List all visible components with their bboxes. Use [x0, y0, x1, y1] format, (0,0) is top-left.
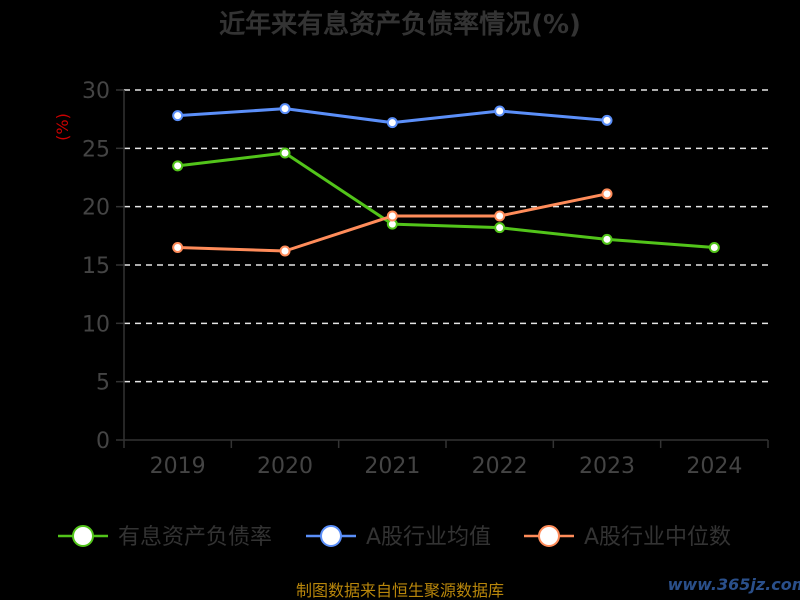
legend-label[interactable]: A股行业均值	[366, 525, 491, 550]
y-ticks: 0 5 10 15 20 25 30	[82, 79, 124, 454]
y-tick-label: 25	[82, 137, 110, 162]
data-point[interactable]	[172, 110, 184, 122]
x-tick-label: 2024	[686, 454, 742, 479]
watermark: www.365jz.com	[668, 575, 800, 594]
y-tick-label: 15	[82, 254, 110, 279]
x-ticks: 2019 2020 2021 2022 2023 2024	[123, 440, 769, 479]
plot-area	[172, 103, 720, 257]
grid	[124, 89, 768, 383]
data-point[interactable]	[494, 222, 506, 234]
data-point[interactable]	[279, 147, 291, 159]
data-point[interactable]	[172, 242, 184, 253]
legend-marker[interactable]	[320, 525, 342, 547]
x-tick-label: 2019	[150, 454, 206, 479]
series-line	[177, 151, 715, 249]
data-point[interactable]	[601, 233, 613, 245]
data-point[interactable]	[386, 117, 398, 129]
chart-title: 近年来有息资产负债率情况(%)	[219, 9, 581, 40]
data-point[interactable]	[601, 188, 613, 200]
legend-label[interactable]: 有息资产负债率	[118, 525, 272, 550]
y-tick-label: 5	[96, 371, 110, 396]
legend-label[interactable]: A股行业中位数	[584, 525, 731, 550]
x-tick-label: 2022	[472, 454, 528, 479]
data-point[interactable]	[172, 160, 184, 172]
y-tick-label: 30	[82, 79, 110, 104]
x-tick-label: 2021	[364, 454, 420, 479]
data-point[interactable]	[279, 245, 291, 257]
data-point[interactable]	[279, 103, 291, 115]
source-note: 制图数据来自恒生聚源数据库	[296, 581, 504, 600]
y-tick-label: 20	[82, 196, 110, 221]
x-tick-label: 2023	[579, 454, 635, 479]
legend-marker[interactable]	[538, 525, 560, 547]
y-axis-label: (%)	[53, 113, 72, 141]
legend: 有息资产负债率 A股行业均值 A股行业中位数	[58, 525, 731, 550]
data-point[interactable]	[494, 210, 506, 222]
data-point[interactable]	[601, 114, 613, 126]
y-tick-label: 0	[96, 429, 110, 454]
data-point[interactable]	[708, 242, 720, 253]
y-tick-label: 10	[82, 312, 110, 337]
data-point[interactable]	[494, 105, 506, 117]
x-tick-label: 2020	[257, 454, 313, 479]
legend-marker[interactable]	[72, 525, 94, 547]
data-point[interactable]	[386, 210, 398, 222]
